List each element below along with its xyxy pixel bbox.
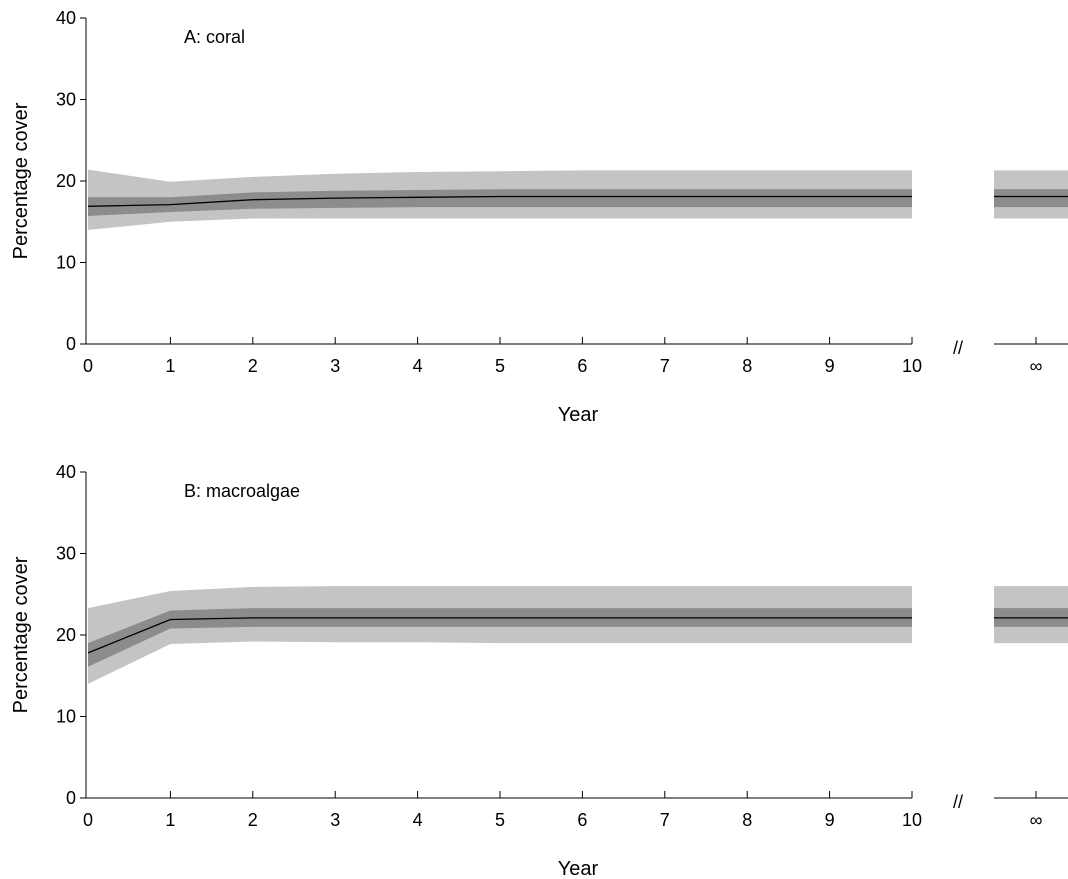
macroalgae-x-tick-label: ∞ bbox=[1030, 810, 1043, 830]
coral-x-tick-label: ∞ bbox=[1030, 356, 1043, 376]
macroalgae-y-axis-title: Percentage cover bbox=[10, 556, 32, 713]
macroalgae-x-tick-label: 10 bbox=[902, 810, 922, 830]
macroalgae-x-tick-label: 6 bbox=[577, 810, 587, 830]
coral-x-tick-label: 0 bbox=[83, 356, 93, 376]
coral-x-tick-label: 5 bbox=[495, 356, 505, 376]
macroalgae-x-tick-label: 0 bbox=[83, 810, 93, 830]
macroalgae-panel-label: B: macroalgae bbox=[184, 481, 300, 501]
macroalgae-panel: 0 10 20 30 40 // 0 1 2 3 4 5 6 7 8 9 10 ∞ Year Percentage c… bbox=[10, 462, 1068, 879]
macroalgae-y-tick-label: 10 bbox=[56, 707, 76, 727]
coral-y-tick-label: 20 bbox=[56, 171, 76, 191]
macroalgae-x-tick-label: 3 bbox=[330, 810, 340, 830]
coral-x-tick-label: 10 bbox=[902, 356, 922, 376]
macroalgae-y-tick-label: 40 bbox=[56, 462, 76, 482]
coral-x-tick-label: 2 bbox=[248, 356, 258, 376]
macroalgae-x-axis-title: Year bbox=[558, 858, 599, 879]
macroalgae-y-tick-label: 20 bbox=[56, 625, 76, 645]
macroalgae-x-tick-label: 8 bbox=[742, 810, 752, 830]
coral-panel: 0 10 20 30 40 // 0 1 2 3 4 5 6 7 8 9 10 ∞ Year Percentage c… bbox=[10, 8, 1068, 426]
macroalgae-median-line bbox=[87, 617, 912, 654]
coral-panel-label: A: coral bbox=[184, 27, 245, 47]
macroalgae-x-tick-label: 7 bbox=[660, 810, 670, 830]
coral-x-tick-label: 4 bbox=[413, 356, 423, 376]
macroalgae-axis-break-marker: // bbox=[953, 792, 963, 812]
coral-median-line bbox=[87, 195, 912, 207]
coral-y-axis-title: Percentage cover bbox=[10, 102, 32, 259]
macroalgae-y-tick-label: 0 bbox=[66, 788, 76, 808]
coral-equilibrium-inner-band bbox=[994, 189, 1068, 208]
macroalgae-x-tick-label: 9 bbox=[825, 810, 835, 830]
coral-y-tick-label: 10 bbox=[56, 253, 76, 273]
coral-y-tick-label: 40 bbox=[56, 8, 76, 28]
coral-x-axis-title: Year bbox=[558, 404, 599, 426]
coral-x-tick-label: 9 bbox=[825, 356, 835, 376]
coral-axis-break-marker: // bbox=[953, 338, 963, 358]
macroalgae-x-tick-label: 1 bbox=[165, 810, 175, 830]
macroalgae-x-tick-label: 5 bbox=[495, 810, 505, 830]
coral-x-tick-label: 6 bbox=[577, 356, 587, 376]
macroalgae-y-tick-label: 30 bbox=[56, 544, 76, 564]
macroalgae-x-tick-label: 2 bbox=[248, 810, 258, 830]
coral-x-tick-label: 1 bbox=[165, 356, 175, 376]
macroalgae-inner-band bbox=[88, 608, 912, 667]
coral-x-tick-label: 8 bbox=[742, 356, 752, 376]
coral-y-tick-label: 0 bbox=[66, 334, 76, 354]
macroalgae-x-tick-label: 4 bbox=[413, 810, 423, 830]
coral-y-tick-label: 30 bbox=[56, 90, 76, 110]
coral-x-tick-label: 7 bbox=[660, 356, 670, 376]
macroalgae-outer-band bbox=[88, 586, 912, 684]
coral-x-tick-label: 3 bbox=[330, 356, 340, 376]
